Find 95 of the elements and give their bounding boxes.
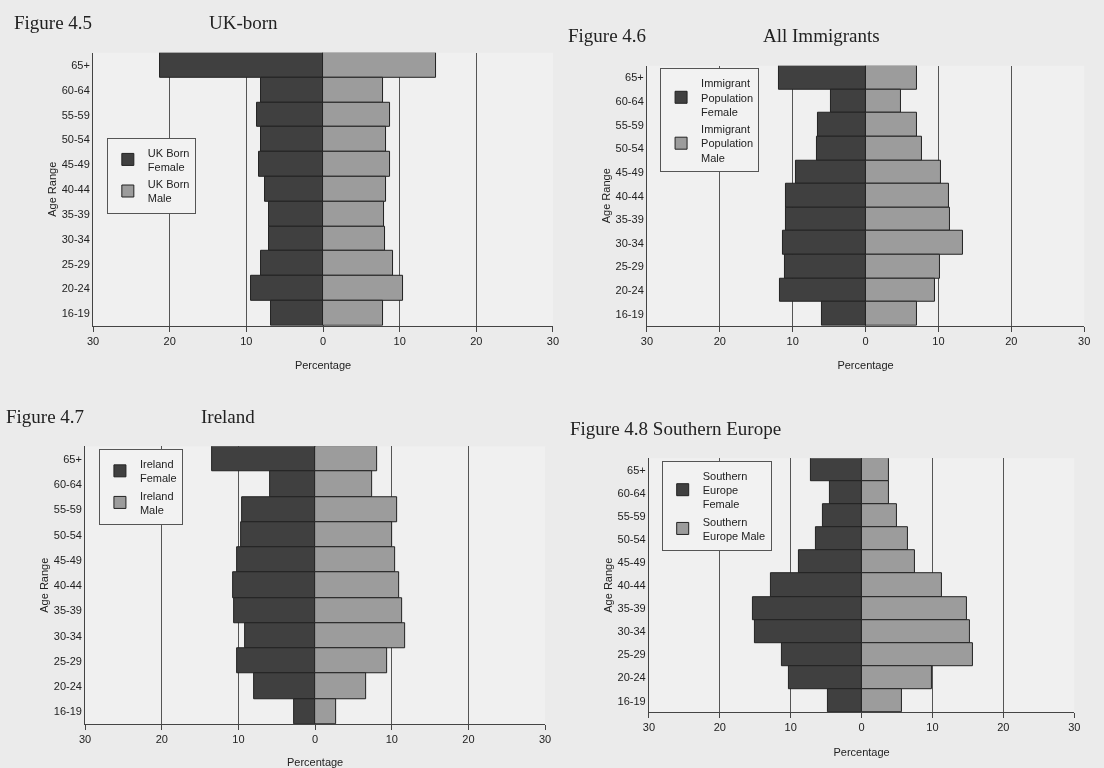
chart-subtitle: UK-born [209, 12, 279, 33]
legend-label: Ireland Male [139, 489, 174, 516]
y-tick-label: 30-34 [617, 625, 646, 638]
x-tick-label: 30 [86, 334, 100, 347]
y-tick-label: 60-64 [615, 95, 644, 108]
legend-label: Immigrant Population Female [701, 77, 754, 118]
y-tick-label: 40-44 [53, 579, 82, 592]
y-tick-label: 50-54 [615, 142, 644, 155]
y-tick-label: 35-39 [61, 207, 90, 220]
y-tick-label: 20-24 [615, 284, 644, 297]
y-tick-label: 35-39 [617, 602, 646, 615]
x-tick-label: 10 [232, 733, 245, 746]
y-tick-label: 35-39 [615, 213, 644, 226]
chart-subtitle: Ireland [201, 406, 256, 427]
legend-label: UK Born Male [147, 178, 190, 205]
x-tick-label: 20 [163, 334, 176, 347]
y-tick-label: 50-54 [53, 528, 82, 541]
y-tick-label: 40-44 [617, 579, 646, 592]
y-tick-label: 50-54 [617, 532, 646, 545]
y-tick-label: 65+ [627, 463, 646, 476]
y-tick-label: 35-39 [53, 604, 82, 617]
legend-label: UK Born Female [147, 146, 190, 173]
x-tick-label: 10 [932, 334, 945, 347]
y-tick-label: 25-29 [617, 648, 646, 661]
legend-label: Southern Europe Female [702, 469, 748, 511]
x-tick-label: 30 [1068, 721, 1081, 734]
y-tick-label: 45-49 [53, 553, 82, 566]
x-tick-label: 20 [155, 733, 168, 746]
y-tick-label: 45-49 [617, 555, 646, 568]
y-tick-label: 25-29 [61, 257, 90, 270]
x-tick-label: 30 [642, 721, 656, 734]
x-tick-label: 10 [393, 334, 406, 347]
y-tick-label: 30-34 [53, 629, 82, 642]
x-tick-label: 20 [713, 721, 726, 734]
x-tick-label: 30 [546, 334, 560, 347]
y-tick-label: 30-34 [615, 236, 644, 249]
x-axis-title: Percentage [837, 359, 894, 372]
legend-label: Immigrant Population Male [701, 123, 754, 164]
y-tick-label: 45-49 [615, 165, 644, 178]
y-tick-label: 30-34 [61, 232, 90, 245]
y-tick-label: 50-54 [61, 133, 90, 146]
chart-title: Figure 4.5 [14, 12, 93, 33]
x-tick-label: 0 [862, 334, 869, 347]
x-tick-label: 30 [640, 334, 654, 347]
y-tick-label: 60-64 [61, 83, 90, 96]
y-tick-label: 45-49 [61, 158, 90, 171]
y-tick-label: 20-24 [617, 671, 646, 684]
y-tick-label: 40-44 [61, 183, 90, 196]
x-tick-label: 10 [784, 721, 797, 734]
y-tick-label: 55-59 [617, 509, 646, 522]
y-tick-label: 60-64 [617, 486, 646, 499]
x-tick-label: 20 [1005, 334, 1018, 347]
x-tick-label: 10 [240, 334, 253, 347]
x-axis-title: Percentage [294, 359, 352, 372]
x-tick-label: 30 [79, 733, 92, 746]
x-tick-label: 10 [926, 721, 939, 734]
legend-label: Ireland Female [139, 457, 177, 485]
y-axis-title: Age Range [600, 168, 613, 224]
y-tick-label: 65+ [71, 59, 90, 72]
x-tick-label: 0 [319, 334, 327, 347]
chart-title: Figure 4.8 Southern Europe [570, 418, 782, 439]
y-tick-label: 16-19 [617, 694, 646, 707]
y-tick-label: 16-19 [61, 307, 90, 320]
x-axis-title: Percentage [286, 756, 344, 768]
y-tick-label: 65+ [63, 452, 82, 465]
y-tick-label: 25-29 [615, 260, 644, 273]
legend-label: Southern Europe Male [702, 515, 766, 542]
y-tick-label: 25-29 [53, 654, 82, 667]
x-tick-label: 10 [786, 334, 799, 347]
y-tick-label: 55-59 [53, 503, 82, 516]
y-tick-label: 55-59 [61, 108, 90, 121]
chart-title: Figure 4.7 [6, 406, 85, 427]
x-tick-label: 0 [312, 733, 319, 746]
y-axis-title: Age Range [38, 557, 51, 613]
y-axis-title: Age Range [46, 161, 59, 217]
x-tick-label: 30 [1078, 334, 1091, 347]
chart-title: Figure 4.6 [568, 25, 647, 46]
chart-subtitle: All Immigrants [763, 25, 880, 46]
x-tick-label: 20 [997, 721, 1010, 734]
x-tick-label: 0 [858, 721, 865, 734]
y-tick-label: 60-64 [53, 478, 82, 490]
y-tick-label: 16-19 [53, 705, 82, 718]
x-axis-title: Percentage [833, 745, 890, 758]
x-tick-label: 30 [538, 733, 552, 746]
y-tick-label: 65+ [625, 71, 644, 84]
y-tick-label: 55-59 [615, 118, 644, 131]
y-tick-label: 16-19 [615, 307, 644, 320]
x-tick-label: 20 [470, 334, 483, 347]
x-tick-label: 20 [462, 733, 475, 746]
x-tick-label: 10 [385, 733, 398, 746]
x-tick-label: 20 [713, 334, 726, 347]
y-tick-label: 20-24 [53, 680, 82, 693]
y-tick-label: 20-24 [61, 282, 90, 295]
y-axis-title: Age Range [602, 557, 615, 613]
y-tick-label: 40-44 [615, 189, 644, 202]
